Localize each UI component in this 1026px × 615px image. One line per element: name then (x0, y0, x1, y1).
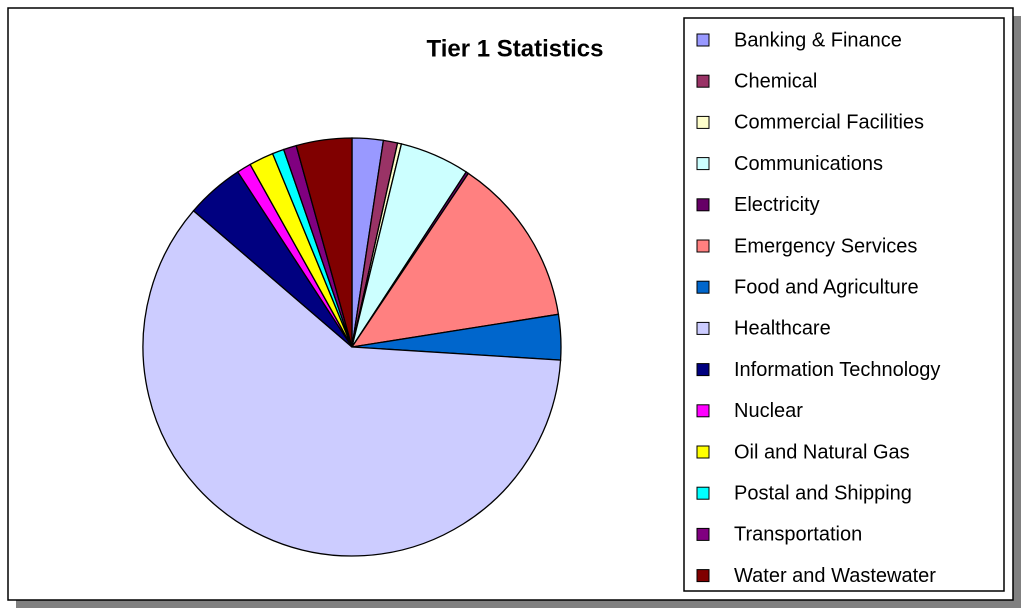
legend-swatch (696, 486, 710, 500)
legend-label: Commercial Facilities (734, 112, 924, 134)
legend-label: Transportation (734, 524, 862, 546)
legend-label: Oil and Natural Gas (734, 441, 910, 463)
legend-label: Information Technology (734, 359, 940, 381)
legend-label: Communications (734, 153, 883, 175)
legend-swatch (696, 321, 710, 335)
legend-swatch (696, 239, 710, 253)
legend-label: Banking & Finance (734, 29, 902, 51)
legend-label: Healthcare (734, 318, 831, 340)
legend-label: Emergency Services (734, 235, 917, 257)
legend-swatch (696, 445, 710, 459)
legend-swatch (696, 33, 710, 47)
legend-label: Postal and Shipping (734, 482, 912, 504)
legend-swatch (696, 569, 710, 583)
legend-swatch (696, 157, 710, 171)
legend-swatch (696, 363, 710, 377)
legend-box (683, 17, 1005, 592)
pie-slice (142, 209, 562, 557)
legend-label: Electricity (734, 194, 820, 216)
legend-swatch (696, 527, 710, 541)
legend-label: Chemical (734, 70, 817, 92)
pie-slice (295, 137, 353, 348)
legend-swatch (696, 198, 710, 212)
pie-slice (350, 172, 560, 348)
legend-swatch (696, 404, 710, 418)
legend-swatch (696, 115, 710, 129)
legend-swatch (696, 280, 710, 294)
chart-title: Tier 1 Statistics (427, 35, 604, 62)
legend-label: Water and Wastewater (734, 565, 936, 587)
legend-label: Nuclear (734, 400, 803, 422)
legend-label: Food and Agriculture (734, 276, 919, 298)
legend-swatch (696, 74, 710, 88)
